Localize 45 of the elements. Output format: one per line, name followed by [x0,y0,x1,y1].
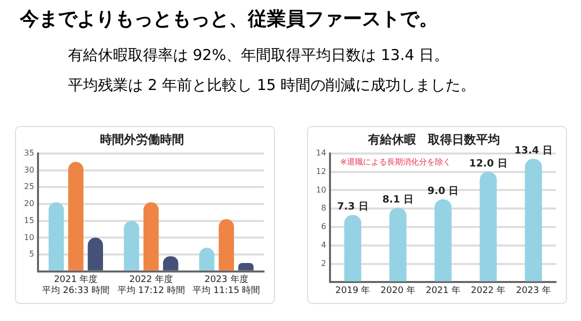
bar [434,199,452,282]
x-tick-label: 2022 年度平均 17:12 時間 [117,274,185,296]
bar [524,158,542,282]
bar [48,202,64,270]
bar [143,202,159,270]
y-tick-label: 15 [24,216,34,225]
x-tick-label: 2022 年 [470,284,506,296]
text: 平均残業は 2 年前と比較し 15 時間の削減に成功しました。 [68,76,476,95]
data-label: 8.1 日 [382,194,414,206]
y-tick-label: 6 [321,222,326,232]
y-tick-label: 5 [29,250,34,259]
y-tick-label: 20 [24,199,34,208]
bar [344,215,362,282]
data-label: 9.0 日 [427,186,459,197]
text: 今までよりもっともっと、従業員ファーストで。 [20,7,438,32]
annotation: ※退職による長期消化分を除く [340,157,451,166]
bar [218,219,234,270]
bar [480,172,497,282]
bar [389,208,406,282]
y-tick-label: 10 [316,185,326,194]
y-tick-label: 12 [316,166,326,176]
y-tick-label: 14 [316,148,326,158]
y-tick-label: 10 [24,232,34,242]
y-tick-label: 35 [24,148,34,158]
chart-title: 有給休暇 取得日数平均 [367,132,500,146]
x-tick-label: 2023 年 [516,284,551,296]
y-tick-label: 4 [321,240,326,250]
y-tick-label: 8 [321,204,326,213]
bar [68,162,84,270]
data-label: 12.0 日 [469,158,508,170]
y-tick-label: 25 [24,182,34,192]
x-tick-label: 2021 年 [426,284,460,296]
y-tick-label: 2 [321,258,326,268]
y-tick-label: 30 [24,165,34,174]
bar [88,238,104,270]
data-label: 13.4 日 [514,146,552,157]
x-tick-label: 2020 年 [380,284,416,296]
bar [124,220,140,270]
chart-title: 時間外労働時間 [100,132,184,146]
bar [238,262,254,270]
x-tick-label: 2019 年 [335,284,370,296]
x-tick-label: 2023 年度平均 11:15 時間 [192,274,260,296]
x-tick-label: 2021 年度平均 26:33 時間 [42,274,110,296]
text: 有給休暇取得率は 92%、年間取得平均日数は 13.4 日。 [68,46,450,65]
data-label: 7.3 日 [337,202,368,213]
